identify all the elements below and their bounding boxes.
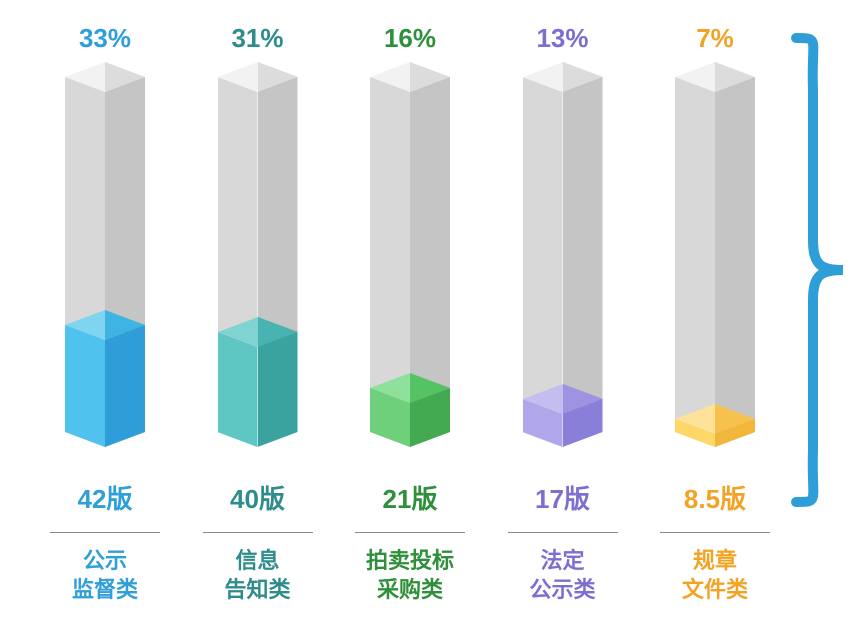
percent-label: 7% <box>696 20 734 56</box>
column-chart: 33% 42版公示 监督类 31% 40版信息 告知类 16% 21版拍卖投标 采购类 13… <box>40 20 780 624</box>
value-label: 40版 <box>230 482 285 516</box>
category-label: 拍卖投标 采购类 <box>366 547 454 604</box>
category-label: 信息 告知类 <box>224 547 290 604</box>
percent-label: 13% <box>536 20 588 56</box>
percent-label: 33% <box>79 20 131 56</box>
summary-brace <box>791 30 851 510</box>
value-label: 8.5版 <box>684 482 746 516</box>
divider-line <box>660 532 770 533</box>
chart-column: 7% 8.5版规章 文件类 <box>650 20 780 624</box>
bar-pillar <box>218 62 298 462</box>
value-label: 17版 <box>535 482 590 516</box>
bar-pillar <box>370 62 450 462</box>
chart-column: 16% 21版拍卖投标 采购类 <box>345 20 475 624</box>
percent-label: 31% <box>231 20 283 56</box>
category-label: 法定 公示类 <box>529 547 595 604</box>
percent-label: 16% <box>384 20 436 56</box>
category-label: 公示 监督类 <box>72 547 138 604</box>
divider-line <box>355 532 465 533</box>
value-label: 21版 <box>383 482 438 516</box>
chart-column: 33% 42版公示 监督类 <box>40 20 170 624</box>
bar-pillar <box>65 62 145 462</box>
chart-column: 13% 17版法定 公示类 <box>498 20 628 624</box>
divider-line <box>508 532 618 533</box>
value-label: 42版 <box>78 482 133 516</box>
divider-line <box>203 532 313 533</box>
divider-line <box>50 532 160 533</box>
chart-column: 31% 40版信息 告知类 <box>193 20 323 624</box>
bar-pillar <box>675 62 755 462</box>
bar-pillar <box>523 62 603 462</box>
category-label: 规章 文件类 <box>682 547 748 604</box>
